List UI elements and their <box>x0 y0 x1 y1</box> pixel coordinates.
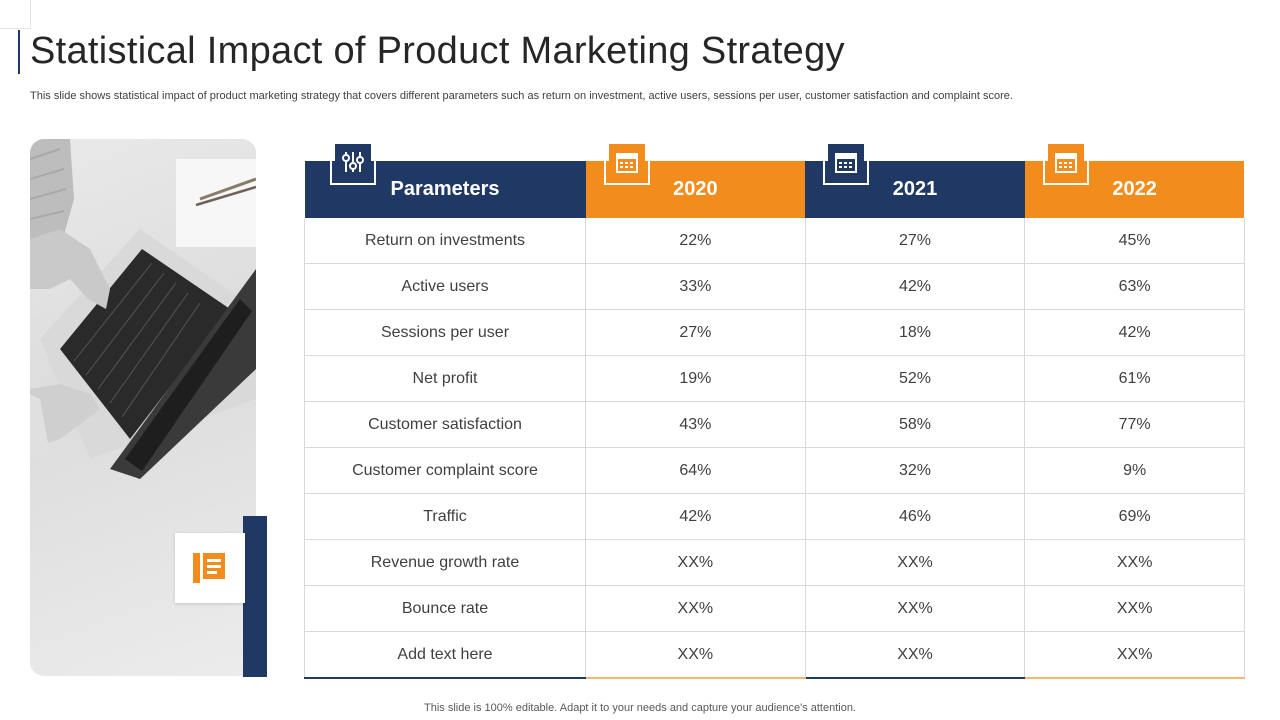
calendar-icon <box>823 139 870 185</box>
param-cell: Sessions per user <box>304 309 586 356</box>
param-cell: Customer satisfaction <box>304 401 586 448</box>
title-accent-bar <box>18 30 20 74</box>
value-2022-cell: 61% <box>1024 355 1245 402</box>
value-2021-cell: 42% <box>804 263 1025 310</box>
value-2021-cell: 52% <box>804 355 1025 402</box>
value-2022-cell: XX% <box>1024 585 1245 632</box>
table-row: Customer complaint score 64% 32% 9% <box>304 447 1245 494</box>
value-2020-cell: 19% <box>585 355 806 402</box>
value-2020-cell: 64% <box>585 447 806 494</box>
value-2020-cell: XX% <box>585 585 806 632</box>
header-parameters: Parameters <box>304 139 586 218</box>
value-2021-cell: XX% <box>804 539 1025 586</box>
stats-table: Parameters 2020 <box>304 139 1245 679</box>
param-cell: Bounce rate <box>304 585 586 632</box>
header-2022-label: 2022 <box>1112 178 1157 200</box>
value-2022-cell: XX% <box>1024 631 1245 679</box>
table-row: Customer satisfaction 43% 58% 77% <box>304 401 1245 448</box>
param-cell: Return on investments <box>304 218 586 264</box>
table-row: Return on investments 22% 27% 45% <box>304 218 1245 264</box>
value-2021-cell: XX% <box>804 585 1025 632</box>
value-2022-cell: 9% <box>1024 447 1245 494</box>
value-2022-cell: 42% <box>1024 309 1245 356</box>
table-row: Active users 33% 42% 63% <box>304 263 1245 310</box>
value-2022-cell: 77% <box>1024 401 1245 448</box>
calendar-icon <box>603 139 650 185</box>
value-2020-cell: XX% <box>585 539 806 586</box>
value-2021-cell: 18% <box>804 309 1025 356</box>
value-2021-cell: 58% <box>804 401 1025 448</box>
calendar-icon <box>1042 139 1089 185</box>
param-cell: Traffic <box>304 493 586 540</box>
table-row: Add text here XX% XX% XX% <box>304 631 1245 679</box>
corner-frame <box>0 0 31 29</box>
value-2021-cell: 46% <box>804 493 1025 540</box>
table-row: Bounce rate XX% XX% XX% <box>304 585 1245 632</box>
param-cell: Revenue growth rate <box>304 539 586 586</box>
value-2021-cell: 32% <box>804 447 1025 494</box>
value-2021-cell: XX% <box>804 631 1025 679</box>
value-2020-cell: 42% <box>585 493 806 540</box>
value-2020-cell: 33% <box>585 263 806 310</box>
book-icon <box>193 553 225 583</box>
photo-badge <box>175 533 245 603</box>
header-parameters-label: Parameters <box>390 178 500 200</box>
param-cell: Active users <box>304 263 586 310</box>
page-subtitle: This slide shows statistical impact of p… <box>30 90 1013 102</box>
value-2022-cell: 69% <box>1024 493 1245 540</box>
header-2022: 2022 <box>1024 139 1245 218</box>
table-row: Net profit 19% 52% 61% <box>304 355 1245 402</box>
table-row: Sessions per user 27% 18% 42% <box>304 309 1245 356</box>
value-2021-cell: 27% <box>804 218 1025 264</box>
value-2022-cell: 63% <box>1024 263 1245 310</box>
value-2020-cell: 43% <box>585 401 806 448</box>
footer-note: This slide is 100% editable. Adapt it to… <box>424 702 856 714</box>
page-title: Statistical Impact of Product Marketing … <box>30 30 845 72</box>
value-2022-cell: XX% <box>1024 539 1245 586</box>
value-2020-cell: 27% <box>585 309 806 356</box>
sliders-icon <box>329 139 376 185</box>
value-2022-cell: 45% <box>1024 218 1245 264</box>
header-2021: 2021 <box>805 139 1025 218</box>
laptop-photo <box>30 139 256 676</box>
header-2020: 2020 <box>585 139 806 218</box>
table-row: Revenue growth rate XX% XX% XX% <box>304 539 1245 586</box>
navy-accent-strip <box>243 516 267 677</box>
table-header-row: Parameters 2020 <box>304 139 1245 218</box>
value-2020-cell: 22% <box>585 218 806 264</box>
header-2021-label: 2021 <box>892 178 938 200</box>
param-cell: Net profit <box>304 355 586 402</box>
table-row: Traffic 42% 46% 69% <box>304 493 1245 540</box>
header-2020-label: 2020 <box>673 178 718 200</box>
value-2020-cell: XX% <box>585 631 806 679</box>
param-cell: Customer complaint score <box>304 447 586 494</box>
param-cell: Add text here <box>304 631 586 679</box>
